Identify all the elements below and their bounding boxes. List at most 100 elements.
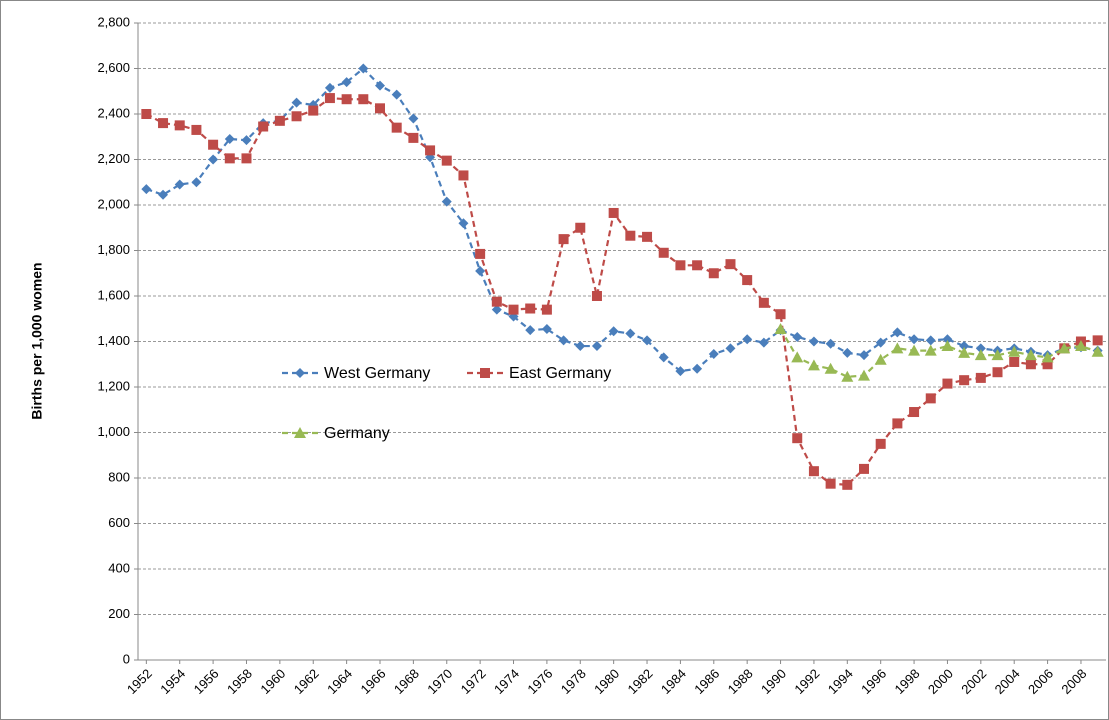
y-tick-label: 0 <box>123 651 130 666</box>
marker <box>758 297 769 308</box>
marker <box>358 63 369 74</box>
marker <box>791 351 804 363</box>
marker <box>324 93 335 104</box>
marker <box>491 296 502 307</box>
marker <box>725 259 736 270</box>
marker <box>141 109 152 119</box>
marker <box>941 340 954 352</box>
marker <box>1041 351 1054 363</box>
y-tick-label: 600 <box>108 515 130 530</box>
marker <box>341 77 352 88</box>
marker <box>541 304 552 315</box>
marker <box>391 89 402 100</box>
marker <box>241 135 252 146</box>
marker <box>558 234 569 245</box>
marker <box>692 260 703 271</box>
marker <box>875 438 886 449</box>
marker <box>408 132 419 143</box>
marker <box>792 331 803 342</box>
series-line <box>145 67 1098 373</box>
marker <box>742 275 753 286</box>
marker <box>575 341 586 352</box>
marker <box>341 94 352 105</box>
y-tick-label: 200 <box>108 606 130 621</box>
marker <box>792 433 803 444</box>
marker <box>658 247 669 258</box>
marker <box>491 304 502 315</box>
marker <box>241 153 252 164</box>
marker <box>975 343 986 354</box>
marker <box>991 349 1004 361</box>
marker <box>959 375 970 386</box>
marker <box>1092 335 1103 346</box>
y-tick-label: 2,000 <box>97 196 130 211</box>
y-tick-label: 1,800 <box>97 242 130 257</box>
marker <box>174 179 185 190</box>
legend-label: Germany <box>324 425 390 442</box>
marker <box>208 139 219 150</box>
marker <box>992 367 1003 378</box>
marker <box>875 337 886 348</box>
marker <box>591 291 602 301</box>
marker <box>874 353 887 365</box>
marker <box>942 378 953 389</box>
marker <box>642 335 653 346</box>
marker <box>1074 340 1087 352</box>
marker <box>842 479 853 490</box>
marker <box>658 352 669 363</box>
marker <box>807 359 820 371</box>
marker <box>191 124 202 135</box>
legend-label: East Germany <box>509 365 611 382</box>
y-tick-label: 1,600 <box>97 287 130 302</box>
marker <box>208 154 219 165</box>
marker <box>508 304 519 315</box>
marker <box>1058 342 1071 354</box>
marker <box>959 341 970 352</box>
marker <box>174 120 185 131</box>
marker <box>825 478 836 489</box>
y-tick-label: 800 <box>108 469 130 484</box>
marker <box>608 207 619 218</box>
marker <box>475 265 486 276</box>
marker <box>158 118 169 129</box>
marker <box>458 218 469 229</box>
marker <box>525 325 536 336</box>
marker <box>291 97 302 108</box>
marker <box>625 328 636 339</box>
y-tick-label: 400 <box>108 560 130 575</box>
marker <box>841 370 854 382</box>
marker <box>642 231 653 242</box>
marker <box>725 343 736 354</box>
marker <box>774 322 787 334</box>
y-tick-label: 1,000 <box>97 424 130 439</box>
marker <box>675 260 686 271</box>
marker <box>558 335 569 346</box>
marker <box>1009 356 1020 367</box>
y-tick-label: 2,400 <box>97 105 130 120</box>
marker <box>909 407 920 418</box>
marker <box>758 337 769 348</box>
marker <box>291 111 302 122</box>
marker <box>908 344 921 356</box>
marker <box>858 369 870 381</box>
marker <box>958 346 971 358</box>
marker <box>308 105 319 116</box>
marker <box>708 349 719 360</box>
marker <box>525 303 536 314</box>
marker <box>892 418 903 429</box>
marker <box>675 366 686 377</box>
y-axis-label: Births per 1,000 women <box>29 262 45 419</box>
marker <box>891 342 904 354</box>
marker <box>575 222 586 233</box>
marker <box>808 466 819 477</box>
marker <box>942 334 953 345</box>
marker <box>324 82 335 93</box>
marker <box>441 196 452 207</box>
marker <box>408 113 419 124</box>
marker <box>625 230 636 241</box>
marker <box>859 350 869 361</box>
marker <box>141 184 152 195</box>
legend: West Germany East Germany Germany <box>282 365 611 442</box>
marker <box>924 344 937 356</box>
